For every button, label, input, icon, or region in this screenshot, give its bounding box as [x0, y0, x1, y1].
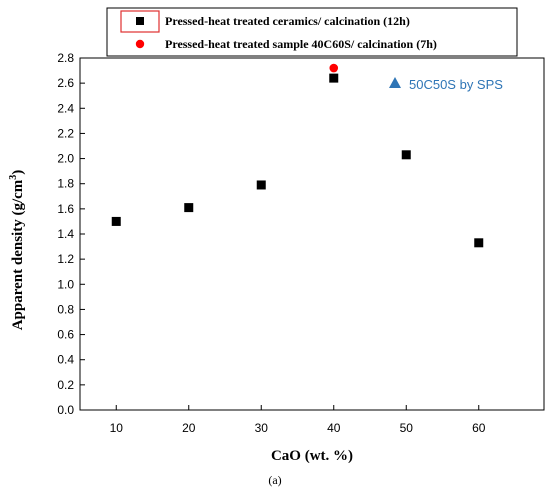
- triangle-icon: [389, 77, 401, 88]
- data-point-square: [256, 180, 266, 190]
- data-points: [111, 63, 484, 248]
- y-tick-label: 0.8: [57, 302, 74, 316]
- sps-annotation-label: 50C50S by SPS: [409, 77, 503, 92]
- data-point-square: [329, 73, 339, 83]
- sps-annotation: 50C50S by SPS: [389, 77, 503, 92]
- legend-box: [106, 7, 518, 57]
- x-axis-title: CaO (wt. %): [271, 448, 353, 464]
- y-tick-label: 0.4: [57, 353, 74, 367]
- x-tick-label: 20: [182, 421, 196, 435]
- y-tick-label: 1.0: [57, 277, 74, 291]
- x-tick-label: 60: [472, 421, 486, 435]
- data-point-circle: [329, 63, 339, 73]
- y-tick-label: 1.8: [57, 177, 74, 191]
- legend-highlight-box: [120, 10, 160, 33]
- y-tick-label: 2.2: [57, 126, 74, 140]
- y-tick-label: 0.2: [57, 378, 74, 392]
- plot-frame: [79, 57, 545, 411]
- y-tick-label: 1.6: [57, 202, 74, 216]
- legend-circle-marker: [135, 39, 145, 49]
- data-point-square: [111, 216, 121, 226]
- y-tick-label: 2.6: [57, 76, 74, 90]
- y-tick-label: 0.0: [57, 403, 74, 417]
- y-tick-label: 1.4: [57, 227, 74, 241]
- x-axis-ticks: 10 20 30 40 50 60: [110, 405, 486, 435]
- y-axis-title-superscript: 3: [8, 175, 19, 180]
- y-axis-title-main: Apparent density (g/cm: [10, 179, 26, 330]
- y-tick-label: 2.4: [57, 101, 74, 115]
- legend-label-series-2: Pressed-heat treated sample 40C60S/ calc…: [165, 37, 437, 51]
- data-point-square: [184, 203, 194, 213]
- legend-label-series-1: Pressed-heat treated ceramics/ calcinati…: [165, 14, 410, 28]
- x-tick-label: 40: [327, 421, 341, 435]
- legend: Pressed-heat treated ceramics/ calcinati…: [106, 7, 518, 57]
- y-axis-title-close: ): [10, 170, 26, 175]
- y-tick-label: 0.6: [57, 328, 74, 342]
- y-tick-label: 2.0: [57, 152, 74, 166]
- figure-caption: (a): [268, 473, 281, 487]
- legend-square-marker: [136, 17, 144, 25]
- data-point-square: [401, 150, 411, 160]
- y-tick-label: 1.2: [57, 252, 74, 266]
- y-tick-label: 2.8: [57, 51, 74, 65]
- x-tick-label: 30: [255, 421, 269, 435]
- y-axis-title: Apparent density (g/cm3): [8, 170, 26, 331]
- data-point-square: [474, 238, 484, 248]
- y-axis-ticks: 0.0 0.2 0.4 0.6 0.8 1.0 1.2 1.4 1.6 1.8 2.0 2.2 2.4 2…: [57, 51, 85, 417]
- x-tick-label: 50: [400, 421, 414, 435]
- x-tick-label: 10: [110, 421, 124, 435]
